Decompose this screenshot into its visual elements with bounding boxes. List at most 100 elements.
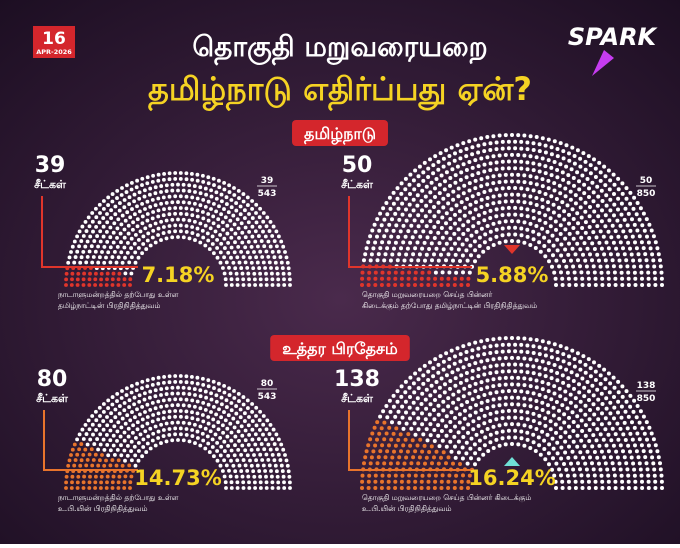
seat-dot	[534, 427, 539, 431]
seat-dot	[448, 183, 452, 188]
seat-dot	[181, 403, 186, 408]
seat-dot	[500, 233, 505, 238]
seat-dot	[247, 229, 252, 234]
seat-dot	[531, 148, 536, 152]
seat-dot	[441, 164, 446, 169]
seat-dot	[360, 270, 365, 275]
seat-dot	[137, 399, 142, 404]
seat-dot	[513, 435, 518, 440]
seat-dot	[557, 205, 561, 210]
seat-dot	[513, 205, 518, 210]
seat-dot	[549, 368, 554, 373]
seat-dot	[644, 258, 649, 263]
seat-dot	[164, 236, 169, 241]
seat-dot	[110, 192, 115, 197]
seat-dot	[540, 177, 545, 182]
seat-dot	[452, 361, 457, 366]
seat-dot	[473, 186, 478, 191]
caption: உ.பி.யின் பிரதிநிதித்துவம்	[362, 504, 452, 514]
seat-dot	[626, 479, 631, 484]
seat-dot	[233, 240, 237, 245]
seat-dot	[503, 442, 508, 447]
seat-dot	[458, 156, 463, 161]
seat-dot	[564, 143, 569, 148]
seat-dot	[491, 134, 496, 139]
seat-dot	[635, 201, 640, 205]
seat-dot	[473, 451, 478, 456]
seat-dot	[195, 381, 200, 386]
seat-dot	[164, 189, 169, 194]
seat-dot	[449, 145, 454, 150]
seat-dot	[554, 197, 559, 201]
seat-dot	[598, 432, 603, 437]
seat-dot	[473, 158, 478, 163]
seat-dot	[522, 240, 527, 245]
seat-dot	[251, 266, 256, 271]
seat-dot	[85, 254, 90, 259]
seat-dot	[110, 486, 115, 490]
seat-dot	[510, 239, 514, 243]
seat-dot	[416, 416, 421, 421]
seat-dot	[129, 187, 134, 192]
seat-dot	[461, 344, 466, 349]
seat-dot	[99, 474, 104, 479]
seat-dot	[229, 198, 234, 202]
seat-dot	[430, 258, 434, 263]
seat-dot	[525, 430, 530, 435]
seat-dot	[571, 236, 576, 241]
seat-dot	[553, 219, 558, 224]
seat-dot	[420, 270, 425, 275]
seat-dot	[572, 364, 577, 369]
seat-dot	[75, 283, 80, 287]
seat-dot	[366, 443, 371, 448]
seat-dot	[563, 450, 568, 455]
seat-dot	[218, 260, 223, 265]
seat-dot	[580, 173, 585, 178]
seat-dot	[593, 283, 598, 287]
seat-dot	[386, 479, 391, 484]
seat-dot	[102, 260, 107, 265]
seat-dot	[497, 193, 502, 198]
seat-dot	[210, 234, 215, 239]
seat-dot	[461, 473, 465, 478]
seat-dot	[132, 241, 137, 246]
seat-dot	[453, 221, 457, 226]
seat-dot	[461, 191, 466, 196]
seat-dot	[467, 342, 472, 347]
seat-dot	[250, 206, 255, 211]
seat-dot	[632, 264, 637, 269]
seat-dot	[223, 277, 228, 282]
seat-dot	[123, 421, 128, 426]
seat-dot	[568, 197, 573, 202]
seat-dot	[87, 249, 92, 254]
seat-dot	[140, 214, 145, 219]
seat-dot	[587, 214, 592, 219]
seat-dot	[571, 264, 576, 269]
seat-dot	[148, 426, 153, 431]
seat-dot	[110, 255, 115, 260]
seat-dot	[528, 357, 533, 362]
seat-dot	[159, 441, 163, 446]
seat-dot	[528, 337, 533, 342]
seat-dot	[167, 206, 172, 211]
seat-dot	[506, 159, 511, 164]
seat-dot	[597, 160, 602, 165]
seat-dot	[522, 443, 527, 448]
seat-dot	[235, 480, 240, 485]
seat-dot	[608, 455, 613, 460]
seat-dot	[552, 384, 557, 389]
seat-dot	[83, 219, 88, 224]
seat-dot	[106, 250, 111, 255]
seat-dot	[572, 161, 577, 166]
seat-dot	[633, 283, 638, 287]
seat-dot	[415, 240, 420, 245]
seat-dot	[232, 396, 237, 400]
seat-dot	[561, 156, 566, 161]
seat-dot	[247, 212, 251, 216]
seat-dot	[211, 176, 216, 181]
seat-dot	[506, 232, 511, 237]
seat-dot	[626, 276, 631, 281]
seat-dot	[243, 428, 248, 433]
seat-dot	[550, 436, 555, 441]
seat-dot	[543, 346, 548, 351]
